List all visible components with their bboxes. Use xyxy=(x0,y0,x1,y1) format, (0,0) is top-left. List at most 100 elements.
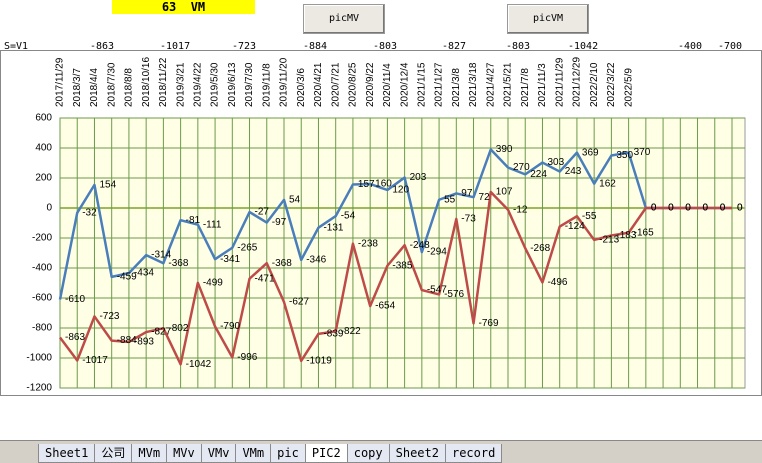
data-label: -1017 xyxy=(82,355,108,366)
data-label: -55 xyxy=(582,211,597,222)
data-label: 97 xyxy=(461,188,473,199)
data-label: -893 xyxy=(134,337,154,348)
data-label: -346 xyxy=(306,255,326,266)
x-tick-label: 2020/9/22 xyxy=(365,62,376,107)
x-tick-label: 2019/3/21 xyxy=(175,62,186,107)
sheet-tab[interactable]: VMm xyxy=(235,444,272,463)
y-tick-label: -1000 xyxy=(26,353,52,364)
data-label: -165 xyxy=(634,227,654,238)
y-tick-label: -1200 xyxy=(26,383,52,394)
cell: -400 xyxy=(678,41,703,52)
x-tick-label: 2019/6/13 xyxy=(227,62,238,107)
data-label: -547 xyxy=(427,285,447,296)
sheet-tab[interactable]: Sheet2 xyxy=(388,444,446,463)
x-tick-label: 2021/11/3 xyxy=(537,63,548,107)
data-label: 72 xyxy=(479,192,491,203)
x-tick-label: 2021/12/29 xyxy=(572,57,583,107)
data-label: -314 xyxy=(151,250,171,261)
data-label: -723 xyxy=(99,311,119,322)
data-label: 224 xyxy=(530,169,547,180)
data-label: -341 xyxy=(220,254,240,265)
data-label: -627 xyxy=(289,297,309,308)
data-label: 120 xyxy=(392,185,409,196)
x-tick-label: 2021/1/27 xyxy=(434,62,445,107)
data-label: -368 xyxy=(168,258,188,269)
x-tick-label: 2019/11/20 xyxy=(279,57,290,107)
data-label: 270 xyxy=(513,162,530,173)
data-label: -499 xyxy=(203,277,223,288)
data-label: -769 xyxy=(479,318,499,329)
cell: 63 VM xyxy=(112,0,255,14)
x-tick-label: 2018/4/4 xyxy=(89,68,100,107)
button[interactable]: picMV xyxy=(303,4,385,34)
button[interactable]: picVM xyxy=(507,4,589,34)
cell: -803 xyxy=(373,41,398,52)
sheet-tab[interactable]: record xyxy=(444,444,503,463)
data-label: 0 xyxy=(668,203,674,214)
cell: -884 xyxy=(303,41,328,52)
data-label: -124 xyxy=(565,221,585,232)
x-tick-label: 2020/3/6 xyxy=(296,68,307,107)
series-line xyxy=(58,190,732,366)
data-label: -183 xyxy=(616,230,636,241)
x-tick-label: 2020/7/21 xyxy=(330,62,341,107)
data-label: -576 xyxy=(444,289,464,300)
data-label: 0 xyxy=(685,203,691,214)
data-label: 55 xyxy=(444,194,456,205)
data-label: 0 xyxy=(703,203,709,214)
sheet-tab[interactable]: PIC2 xyxy=(304,444,348,463)
data-label: 160 xyxy=(375,179,392,190)
data-label: -654 xyxy=(375,301,395,312)
sheet-tab[interactable]: pic xyxy=(270,444,306,463)
data-label: 0 xyxy=(703,203,709,214)
cell: -1042 xyxy=(568,41,599,52)
data-label: -434 xyxy=(134,268,154,279)
x-tick-label: 2019/11/8 xyxy=(261,63,272,107)
data-label: -81 xyxy=(186,215,201,226)
sheet-tab[interactable]: 公司 xyxy=(94,444,133,463)
sheet-tab[interactable]: MVm xyxy=(131,444,168,463)
data-label: 154 xyxy=(99,180,116,191)
data-label: 0 xyxy=(668,203,674,214)
data-label: -238 xyxy=(358,238,378,249)
sheet-tab[interactable]: VMv xyxy=(200,444,237,463)
data-label: -27 xyxy=(255,207,270,218)
cell: -723 xyxy=(232,41,257,52)
data-label: -213 xyxy=(599,235,619,246)
data-label: -802 xyxy=(168,323,188,334)
cell: -700 xyxy=(718,41,743,52)
cell: -1017 xyxy=(160,41,191,52)
x-tick-label: 2021/7/8 xyxy=(520,68,531,107)
data-label: 0 xyxy=(720,203,726,214)
data-label: -368 xyxy=(272,258,292,269)
x-tick-label: 2021/3/18 xyxy=(468,62,479,107)
data-label: 0 xyxy=(685,203,691,214)
x-tick-label: 2017/11/29 xyxy=(55,57,66,107)
data-label: -73 xyxy=(461,214,476,225)
data-label: -496 xyxy=(547,277,567,288)
x-tick-label: 2020/11/4 xyxy=(382,63,393,107)
data-label: -268 xyxy=(530,243,550,254)
data-label: 243 xyxy=(565,166,582,177)
y-tick-label: 0 xyxy=(46,203,52,214)
data-label: 107 xyxy=(496,187,513,198)
data-label: -131 xyxy=(323,222,343,233)
sheet-tab[interactable]: Sheet1 xyxy=(38,444,96,463)
data-label: -822 xyxy=(341,326,361,337)
data-label: -839 xyxy=(323,328,343,339)
x-tick-label: 2022/5/9 xyxy=(623,68,634,107)
y-tick-label: 600 xyxy=(35,113,52,124)
sheet-tab[interactable]: copy xyxy=(346,444,390,463)
data-label: 162 xyxy=(599,178,616,189)
x-tick-label: 2021/3/8 xyxy=(451,68,462,107)
x-tick-label: 2018/10/16 xyxy=(141,57,152,107)
sheet-tab[interactable]: MVv xyxy=(166,444,202,463)
data-label: -111 xyxy=(203,219,222,230)
x-tick-label: 2018/7/30 xyxy=(106,62,117,107)
x-tick-label: 2021/4/27 xyxy=(485,62,496,107)
data-label: -1042 xyxy=(186,359,212,370)
y-tick-label: 200 xyxy=(35,173,52,184)
x-tick-label: 2019/7/30 xyxy=(244,62,255,107)
x-tick-label: 2021/11/29 xyxy=(554,57,565,107)
